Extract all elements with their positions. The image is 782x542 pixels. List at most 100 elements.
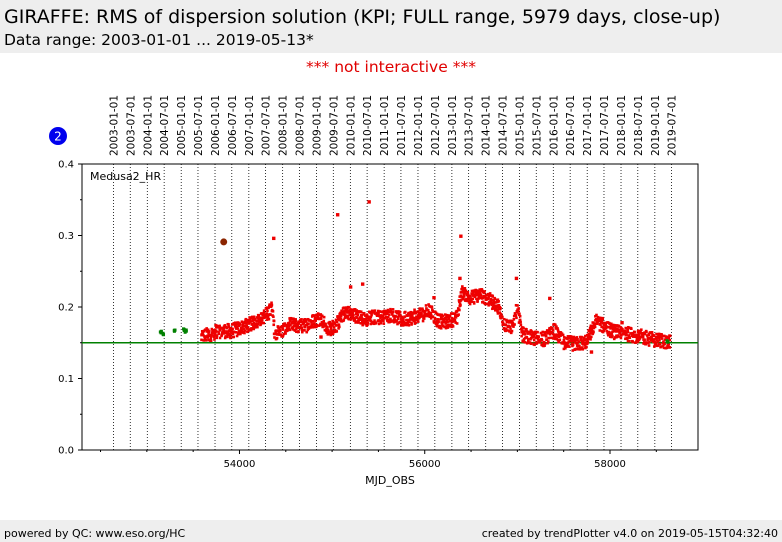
data-point: [444, 322, 447, 325]
data-point: [521, 329, 524, 332]
data-point: [386, 319, 389, 322]
data-point: [283, 322, 287, 325]
y-tick-label: 0.1: [58, 374, 74, 385]
date-tick-label: 2017-07-01: [599, 95, 611, 156]
data-point: [296, 323, 300, 327]
data-point: [333, 328, 337, 332]
data-point: [667, 336, 671, 340]
footer-powered-by: powered by QC: www.eso.org/HC: [4, 527, 186, 540]
data-point: [259, 316, 263, 320]
data-point: [256, 325, 259, 329]
data-point: [414, 321, 417, 325]
outlier-point: [458, 276, 462, 281]
data-point: [558, 338, 562, 342]
data-point: [416, 320, 420, 323]
data-point: [337, 327, 340, 330]
data-point: [209, 335, 213, 339]
outlier-point: [459, 234, 463, 238]
data-point: [635, 338, 639, 341]
data-point: [273, 332, 277, 336]
data-point: [589, 332, 592, 335]
data-point: [477, 297, 480, 300]
data-point: [488, 292, 492, 295]
data-point: [380, 318, 384, 322]
data-point: [589, 338, 592, 341]
data-series: [200, 200, 672, 354]
data-point: [204, 339, 208, 342]
data-point: [443, 325, 447, 328]
data-point: [593, 323, 596, 327]
data-point: [645, 334, 649, 337]
data-point: [549, 336, 552, 340]
data-point: [579, 347, 582, 351]
data-point: [313, 322, 316, 325]
data-point: [303, 328, 306, 332]
data-point: [506, 329, 509, 332]
data-point: [565, 345, 569, 348]
data-point: [625, 331, 628, 334]
data-point: [275, 336, 279, 340]
data-point: [577, 340, 580, 344]
data-point: [373, 309, 377, 312]
data-point: [435, 319, 439, 323]
data-point: [359, 310, 363, 314]
data-point: [485, 302, 489, 306]
data-point: [576, 337, 579, 341]
data-point: [537, 335, 540, 339]
data-point: [614, 324, 618, 327]
data-point: [517, 307, 520, 310]
data-point: [431, 308, 434, 311]
data-point: [276, 329, 280, 333]
data-point: [598, 329, 602, 332]
data-point: [383, 309, 386, 313]
data-point: [590, 329, 593, 333]
data-point: [236, 332, 240, 336]
data-point: [236, 323, 239, 326]
data-point: [434, 322, 438, 326]
data-point: [611, 330, 614, 334]
data-point: [557, 330, 560, 333]
data-point: [548, 332, 552, 336]
data-point: [267, 306, 270, 310]
data-point: [550, 331, 553, 335]
data-point: [598, 316, 602, 320]
data-point: [449, 319, 452, 322]
data-point: [244, 317, 248, 321]
data-point: [206, 334, 209, 338]
data-point: [626, 339, 630, 343]
data-point: [490, 303, 493, 307]
data-point: [486, 297, 490, 301]
data-point: [517, 321, 521, 324]
data-point: [509, 331, 513, 335]
data-point: [391, 319, 394, 323]
data-point: [234, 324, 238, 327]
data-point: [442, 320, 446, 324]
data-point: [227, 325, 231, 328]
data-point: [400, 321, 404, 325]
date-tick-label: 2019-01-01: [650, 95, 662, 156]
data-point: [270, 301, 273, 305]
data-point: [331, 324, 334, 327]
data-point: [368, 317, 372, 321]
data-point: [373, 312, 377, 315]
data-point: [539, 331, 543, 335]
data-point: [278, 326, 281, 330]
data-point: [608, 335, 612, 339]
data-point: [361, 323, 364, 327]
data-point: [639, 330, 642, 333]
data-point: [479, 294, 483, 297]
data-point: [462, 293, 466, 296]
data-point: [220, 326, 224, 330]
data-point: [222, 326, 226, 330]
data-point: [429, 317, 433, 320]
data-point: [353, 317, 357, 321]
data-point: [501, 321, 505, 325]
data-point: [498, 311, 502, 314]
data-point: [346, 314, 350, 318]
data-point: [339, 315, 343, 318]
data-point: [396, 317, 400, 321]
data-point: [552, 333, 556, 337]
data-point: [394, 315, 397, 318]
date-tick-label: 2018-07-01: [633, 95, 645, 156]
data-point: [590, 327, 594, 331]
